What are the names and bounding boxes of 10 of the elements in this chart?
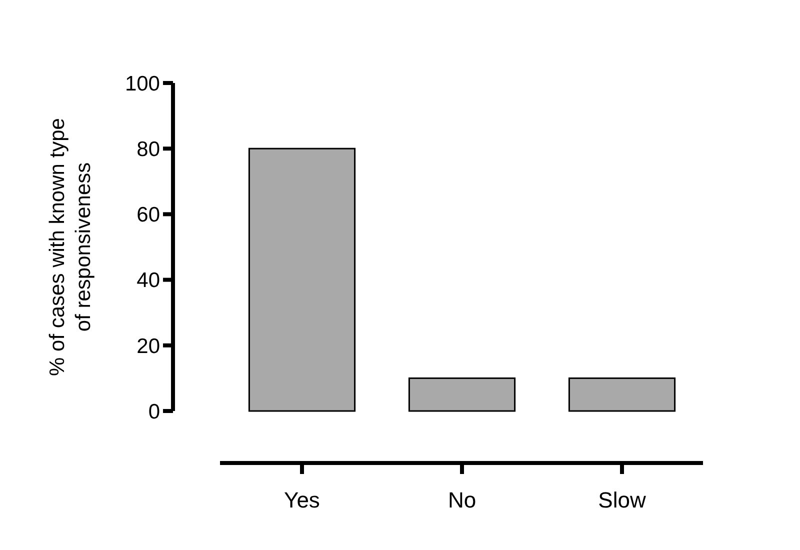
y-tick-label: 0 bbox=[148, 400, 160, 424]
y-tick-label: 20 bbox=[136, 334, 160, 358]
x-tick-label: Yes bbox=[284, 488, 320, 513]
x-tick-label: No bbox=[448, 488, 476, 513]
x-tick-label: Slow bbox=[598, 488, 646, 513]
y-tick-label: 60 bbox=[136, 204, 160, 227]
y-tick-label: 100 bbox=[124, 72, 160, 96]
y-tick-label: 40 bbox=[136, 269, 160, 292]
y-tick-label: 80 bbox=[136, 138, 160, 161]
y-axis-title: % of cases with known type of responsiveness bbox=[46, 118, 95, 376]
